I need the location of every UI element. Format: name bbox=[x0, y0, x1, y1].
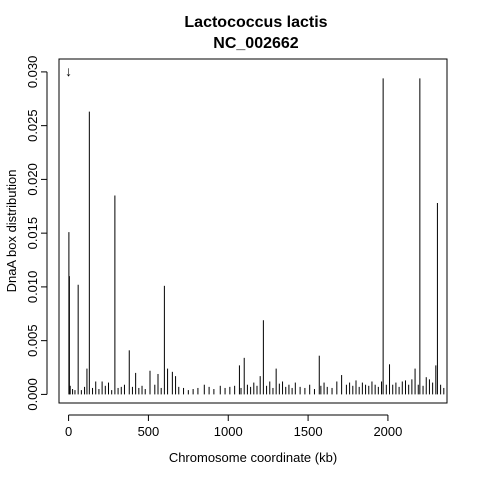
y-tick-label: 0.020 bbox=[25, 163, 40, 196]
y-tick-label: 0.025 bbox=[25, 109, 40, 142]
bars-layer bbox=[68, 78, 445, 395]
x-tick-label: 0 bbox=[65, 424, 72, 439]
x-tick-label: 500 bbox=[138, 424, 160, 439]
chart-title: Lactococcus lactis bbox=[184, 14, 327, 31]
y-axis: 0.000 0.005 0.010 0.015 0.020 0.025 0.030 bbox=[25, 56, 48, 411]
x-tick-label: 1000 bbox=[214, 424, 243, 439]
x-tick-label: 1500 bbox=[294, 424, 323, 439]
x-tick-label: 2000 bbox=[373, 424, 402, 439]
x-axis: 0 500 1000 1500 2000 bbox=[65, 414, 402, 439]
y-tick-label: 0.000 bbox=[25, 378, 40, 411]
y-tick-label: 0.010 bbox=[25, 271, 40, 304]
plot-frame bbox=[58, 58, 448, 404]
y-tick-label: 0.015 bbox=[25, 217, 40, 250]
origin-marker-arrow: ↓ bbox=[65, 63, 72, 79]
chart-subtitle: NC_002662 bbox=[213, 35, 299, 52]
y-axis-label: DnaA box distribution bbox=[4, 170, 19, 293]
y-tick-label: 0.030 bbox=[25, 56, 40, 89]
y-tick-label: 0.005 bbox=[25, 324, 40, 357]
x-axis-label: Chromosome coordinate (kb) bbox=[169, 450, 337, 465]
